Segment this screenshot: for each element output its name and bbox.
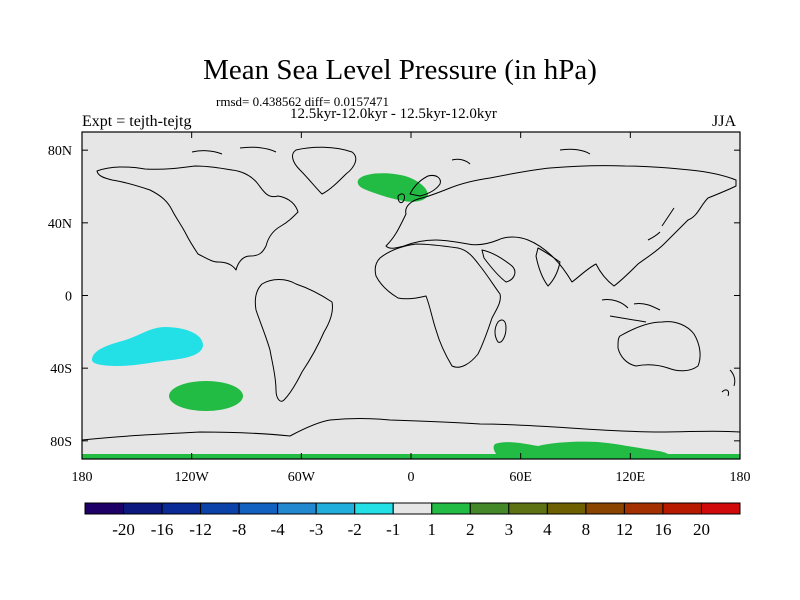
lat-tick-label: 40S <box>50 362 72 377</box>
colorbar-swatch <box>123 502 163 515</box>
figure-title: Mean Sea Level Pressure (in hPa) <box>203 54 597 86</box>
colorbar-swatch <box>200 502 240 515</box>
lon-tick-label: 180 <box>730 470 751 485</box>
coastline-arabia <box>481 249 516 283</box>
colorbar-swatch <box>315 502 356 515</box>
colorbar-label: -16 <box>151 520 174 539</box>
coastline-india <box>535 247 561 287</box>
colorbar-swatch <box>277 502 317 515</box>
colorbar-swatch <box>469 502 510 515</box>
coastline-south-america <box>254 279 333 402</box>
colorbar-swatch <box>623 502 664 515</box>
coastlines <box>81 146 741 441</box>
season-label: JJA <box>712 113 737 130</box>
colorbar-label: -3 <box>309 520 323 539</box>
colorbar-label: -2 <box>348 520 362 539</box>
colorbar-label: 16 <box>654 520 671 539</box>
colorbar-label: 1 <box>428 520 437 539</box>
colorbar-swatch <box>392 502 433 515</box>
colorbar-swatch <box>161 502 202 515</box>
colorbar-label: -4 <box>271 520 286 539</box>
coastline-eurasia <box>385 165 737 287</box>
colorbar-label: -8 <box>232 520 246 539</box>
colorbar-label: 8 <box>582 520 591 539</box>
lat-tick-label: 40N <box>48 217 72 232</box>
colorbar-label: 20 <box>693 520 710 539</box>
southeast-pacific-positive-region <box>169 381 243 411</box>
colorbar-label: 12 <box>616 520 633 539</box>
colorbar-swatch <box>354 502 394 515</box>
coastline-madagascar <box>494 319 507 343</box>
coastline-africa <box>374 243 501 368</box>
colorbar-swatch <box>508 502 548 515</box>
coastline-scandinavia <box>409 175 441 197</box>
coastline-antarctica <box>81 418 741 441</box>
lon-tick-label: 60E <box>509 470 532 485</box>
coastline-arctic-islands <box>191 146 591 165</box>
colorbar-label: 4 <box>543 520 552 539</box>
latitude-axis: 80N 40N 0 40S 80S <box>48 144 740 450</box>
colorbar-swatch <box>662 502 702 515</box>
lat-tick-label: 80N <box>48 144 72 159</box>
colorbar-label: -1 <box>386 520 400 539</box>
longitude-axis: 180 120W 60W 0 60E 120E 180 <box>72 132 751 485</box>
colorbar-swatch <box>238 502 279 515</box>
lon-tick-label: 120E <box>616 470 646 485</box>
colorbar-swatch <box>585 502 625 515</box>
coastline-japan <box>647 207 675 241</box>
coastline-new-zealand <box>721 369 736 397</box>
colorbar-label: 3 <box>505 520 514 539</box>
coastline-australia <box>617 321 701 372</box>
colorbar-swatch <box>431 502 471 515</box>
rmsd-diff-text: rmsd= 0.438562 diff= 0.0157471 <box>216 94 389 109</box>
colorbar-swatch <box>546 502 587 515</box>
colorbar-swatch <box>700 502 741 515</box>
colorbar-label: 2 <box>466 520 475 539</box>
experiment-label: Expt = tejth-tejtg <box>82 113 192 130</box>
lat-tick-label: 80S <box>50 435 72 450</box>
north-atlantic-positive-region <box>357 173 428 202</box>
lon-tick-label: 0 <box>408 470 415 485</box>
period-text: 12.5kyr-12.0kyr - 12.5kyr-12.0kyr <box>290 106 497 122</box>
coastline-greenland <box>292 146 357 195</box>
lon-tick-label: 120W <box>175 470 210 485</box>
lat-tick-label: 0 <box>65 290 72 305</box>
coastline-indonesia <box>601 299 661 323</box>
colorbar-label: -20 <box>112 520 135 539</box>
lon-tick-label: 180 <box>72 470 93 485</box>
coastline-british-isles <box>397 193 405 204</box>
colorbar-label: -12 <box>189 520 212 539</box>
south-pacific-negative-region <box>92 327 203 366</box>
coastline-north-america <box>96 165 299 271</box>
colorbar-swatch <box>84 502 125 515</box>
lon-tick-label: 60W <box>288 470 316 485</box>
antarctic-coast-positive-region <box>493 441 668 458</box>
